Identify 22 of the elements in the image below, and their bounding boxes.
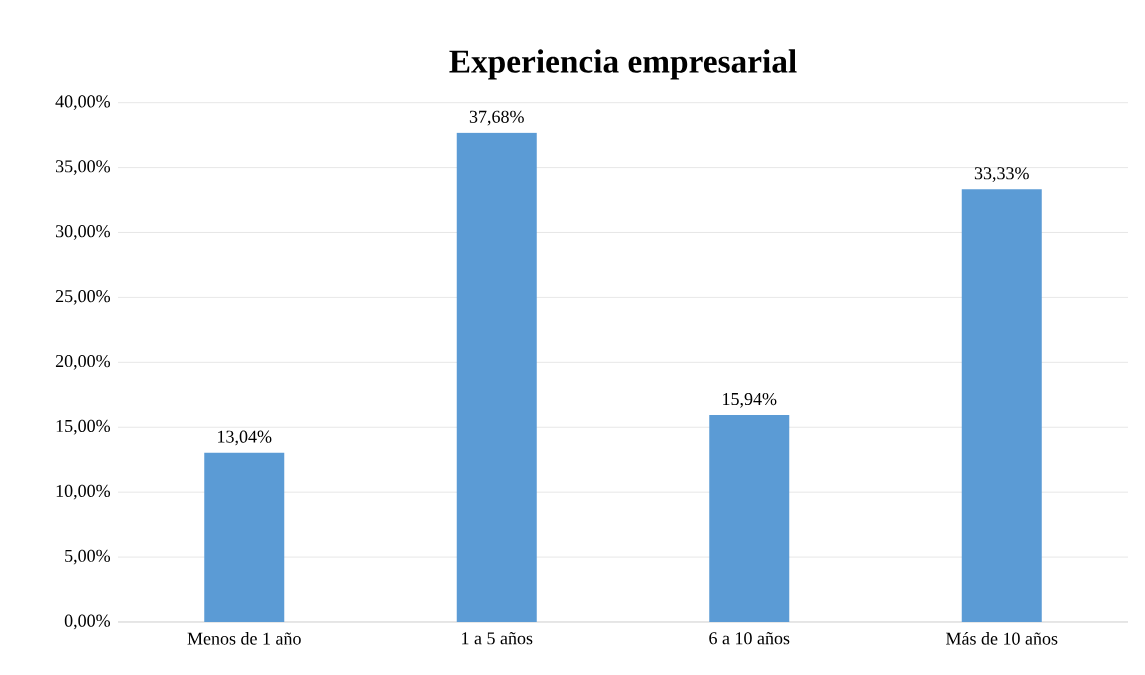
data-label: 13,04% [218,430,272,446]
y-tick-label: 30,00% [55,225,111,240]
y-tick-label: 0,00% [64,614,111,630]
x-tick-label: 6 a 10 años [709,632,790,645]
data-label: 15,94% [723,392,777,408]
y-tick-label: 35,00% [55,160,111,175]
x-tick-label: 1 a 5 años [462,632,533,645]
chart-title: Experiencia empresarial [449,49,797,80]
bar [709,415,790,622]
y-tick-label: 10,00% [56,484,111,500]
x-tick-label: Menos de 1 año [187,632,301,645]
y-tick-label: 25,00% [55,290,111,305]
bar [204,452,285,622]
bar [961,189,1042,622]
y-tick-label: 20,00% [55,354,111,370]
data-label: 37,68% [469,110,524,126]
bar [456,132,537,622]
x-tick-label: Más de 10 años [946,632,1058,645]
y-tick-label: 5,00% [65,549,111,565]
y-tick-label: 40,00% [55,95,111,111]
data-label: 33,33% [974,167,1029,182]
y-tick-label: 15,00% [56,419,111,435]
